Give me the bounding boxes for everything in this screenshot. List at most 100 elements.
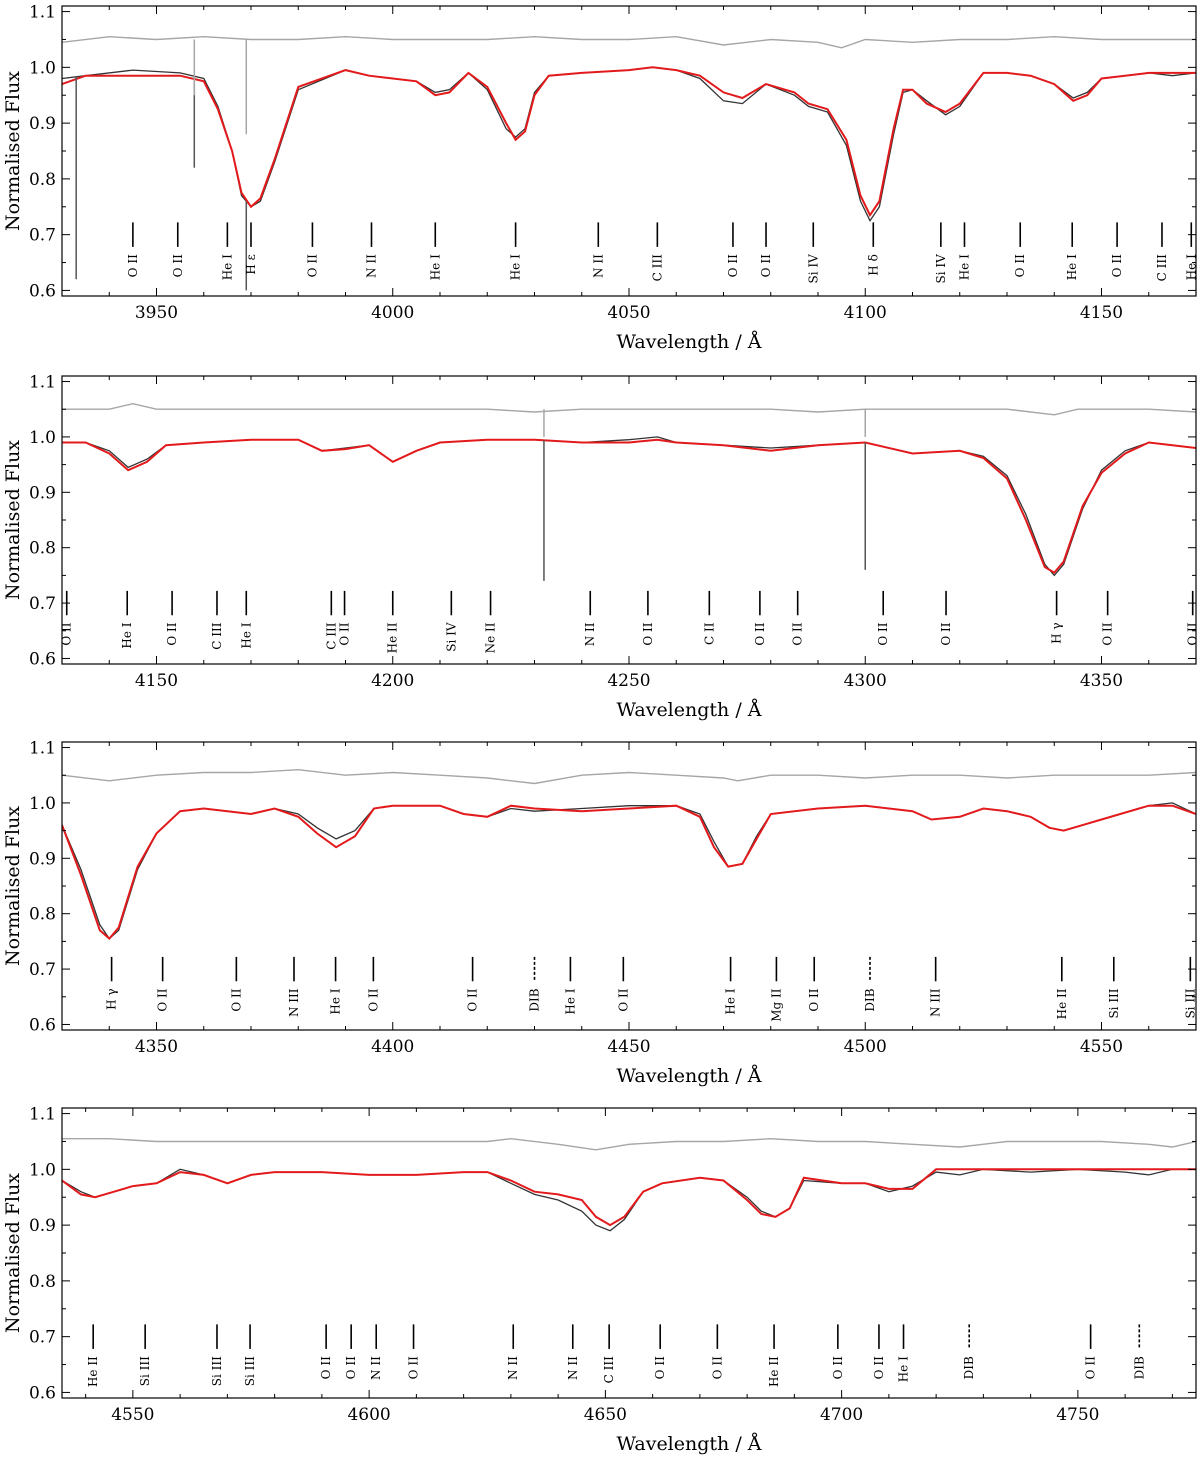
line-label-13: He II [767, 1356, 781, 1387]
line-label-13: DIB [863, 988, 877, 1011]
line-label-12: C II [702, 622, 716, 645]
y-tick-label: 0.8 [29, 539, 56, 559]
plot-area [62, 35, 1196, 291]
plot-area [62, 402, 1196, 581]
line-label-6: O II [466, 988, 480, 1011]
y-tick-label: 0.8 [29, 1272, 56, 1292]
y-tick-label: 0.6 [29, 1015, 56, 1035]
y-axis-label: Normalised Flux [2, 806, 24, 966]
line-label-12: Si IV [806, 254, 820, 284]
y-tick-label: 0.7 [29, 1328, 56, 1348]
y-tick-label: 1.0 [29, 428, 56, 448]
y-axis-label: Normalised Flux [2, 1173, 24, 1333]
line-label-5: O II [344, 1356, 358, 1379]
line-label-10: He I [724, 988, 738, 1014]
line-label-3: N III [287, 988, 301, 1017]
line-label-3: Si III [243, 1356, 257, 1386]
y-tick-label: 1.1 [29, 1105, 56, 1125]
line-label-15: O II [876, 622, 890, 645]
residual-spectrum [62, 1137, 1196, 1151]
line-label-14: N III [929, 988, 943, 1017]
line-label-12: O II [710, 1356, 724, 1379]
x-tick-label: 4400 [371, 1037, 414, 1057]
line-label-8: He I [563, 988, 577, 1014]
y-tick-label: 1.0 [29, 794, 56, 814]
line-label-10: N II [583, 622, 597, 646]
axis-frame [61, 741, 1197, 1031]
line-label-13: H δ [866, 254, 880, 276]
line-label-3: C III [210, 622, 224, 649]
x-tick-label: 4150 [135, 671, 178, 691]
y-tick-label: 0.7 [29, 960, 56, 980]
residual-spectrum [62, 402, 1196, 416]
line-label-19: DIB [1132, 1356, 1146, 1379]
model-spectrum [62, 438, 1196, 574]
observed-spectrum [62, 802, 1196, 940]
line-label-19: O II [1186, 622, 1200, 645]
y-tick-label: 1.0 [29, 58, 56, 78]
line-label-7: DIB [528, 988, 542, 1011]
observed-spectrum [62, 1168, 1196, 1232]
line-label-4: O II [305, 254, 319, 277]
line-label-15: He II [1055, 988, 1069, 1019]
line-label-17: H γ [1050, 622, 1064, 643]
plot-area [62, 768, 1196, 941]
x-axis-label: Wavelength / Å [617, 1433, 762, 1455]
model-spectrum [62, 804, 1196, 941]
plot-area [62, 1137, 1196, 1232]
observed-spectrum [62, 436, 1196, 577]
x-tick-label: 4250 [607, 671, 650, 691]
x-tick-label: 4650 [584, 1405, 627, 1425]
model-spectrum [62, 1168, 1196, 1227]
x-axis-label: Wavelength / Å [617, 1065, 762, 1087]
line-label-19: C III [1155, 254, 1169, 281]
line-label-5: N II [364, 254, 378, 278]
axis-frame [61, 1107, 1197, 1399]
y-tick-label: 0.9 [29, 1216, 56, 1236]
y-tick-label: 0.8 [29, 905, 56, 925]
y-tick-label: 0.7 [29, 226, 56, 246]
x-tick-label: 4350 [1080, 671, 1123, 691]
line-label-1: O II [156, 988, 170, 1011]
line-label-17: He I [1065, 254, 1079, 280]
x-tick-label: 4450 [607, 1037, 650, 1057]
line-label-8: Si IV [444, 622, 458, 652]
x-tick-label: 4350 [135, 1037, 178, 1057]
x-tick-label: 4000 [371, 303, 414, 323]
line-label-17: DIB [962, 1356, 976, 1379]
line-label-1: Si III [138, 1356, 152, 1386]
panel-4: He II Si III Si III Si III O II O II N II O II N… [2, 1105, 1197, 1455]
x-tick-label: 4700 [820, 1405, 863, 1425]
line-label-12: O II [807, 988, 821, 1011]
line-label-8: N II [506, 1356, 520, 1380]
line-label-1: He I [120, 622, 134, 648]
line-label-7: He I [509, 254, 523, 280]
line-label-10: C III [602, 1356, 616, 1383]
x-tick-label: 3950 [135, 303, 178, 323]
line-label-15: He I [957, 254, 971, 280]
y-tick-label: 0.6 [29, 649, 56, 669]
line-label-18: O II [1084, 1356, 1098, 1379]
y-tick-label: 0.7 [29, 594, 56, 614]
line-label-0: He II [86, 1356, 100, 1387]
line-label-8: N II [591, 254, 605, 278]
y-tick-label: 0.9 [29, 483, 56, 503]
x-tick-label: 4750 [1056, 1405, 1099, 1425]
line-label-4: He I [329, 988, 343, 1014]
line-label-2: O II [229, 988, 243, 1011]
panel-3: H γ O II O II N III He I O II O II DIB He I O II H… [2, 739, 1197, 1087]
y-axis-label: Normalised Flux [2, 440, 24, 600]
y-tick-label: 0.9 [29, 114, 56, 134]
x-tick-label: 4200 [371, 671, 414, 691]
line-label-6: He I [428, 254, 442, 280]
y-tick-label: 1.0 [29, 1160, 56, 1180]
line-label-2: He I [220, 254, 234, 280]
y-tick-label: 0.6 [29, 281, 56, 301]
line-label-16: O II [1013, 254, 1027, 277]
line-label-9: N II [566, 1356, 580, 1380]
line-label-11: O II [641, 622, 655, 645]
x-tick-label: 4500 [844, 1037, 887, 1057]
line-label-0: O II [60, 622, 74, 645]
